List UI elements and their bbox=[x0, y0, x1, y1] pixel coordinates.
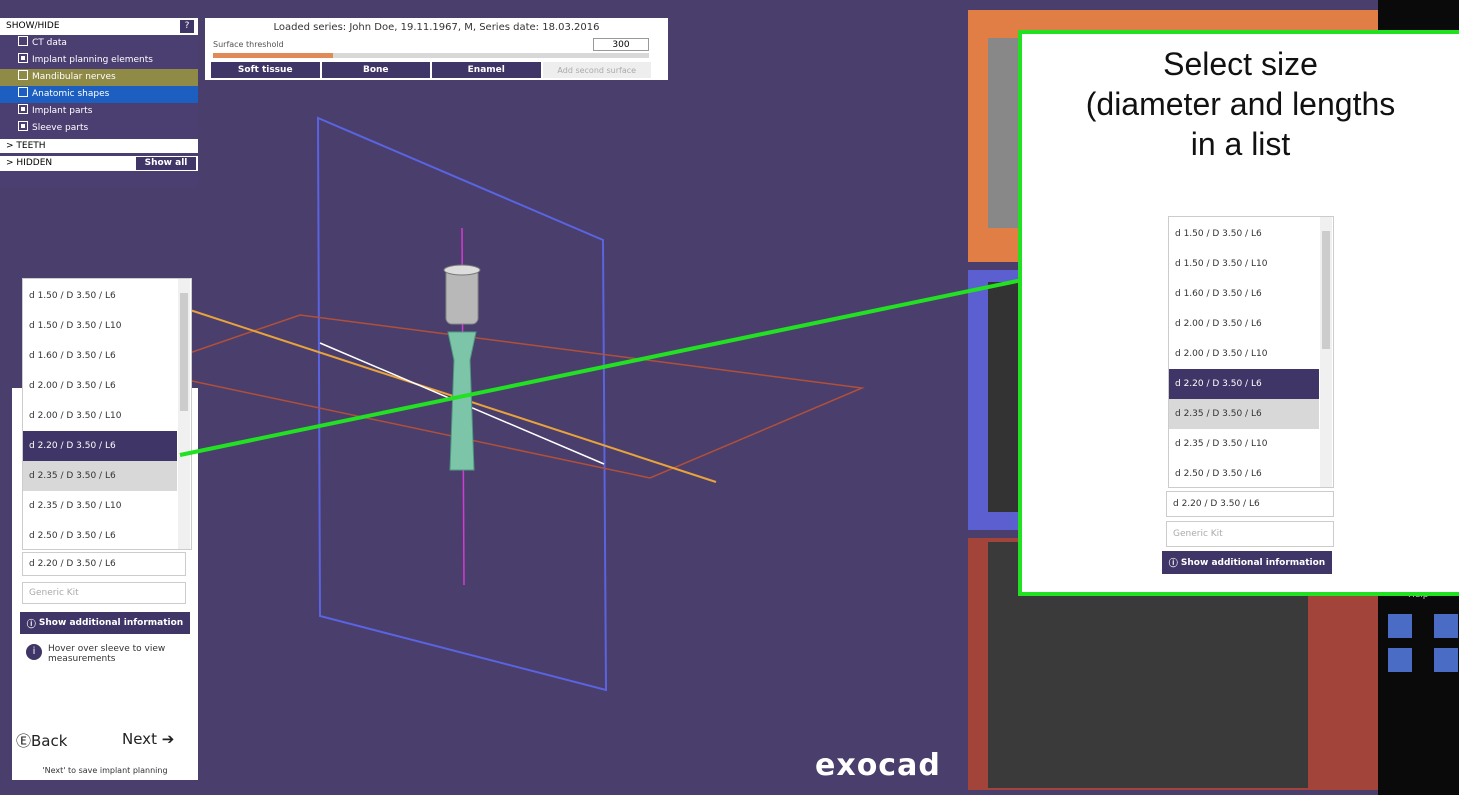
list-option[interactable]: d 1.60 / D 3.50 / L6 bbox=[1175, 289, 1262, 299]
tree-label: Sleeve parts bbox=[32, 123, 89, 133]
tree-row[interactable]: CT data bbox=[0, 35, 198, 52]
hidden-row[interactable]: > HIDDEN Show all bbox=[0, 156, 198, 171]
checkbox[interactable] bbox=[18, 87, 28, 97]
hidden-text: HIDDEN bbox=[16, 158, 53, 168]
layout-icon[interactable] bbox=[1434, 614, 1458, 638]
tree-row[interactable]: Anatomic shapes bbox=[0, 86, 198, 103]
tree-row[interactable]: Sleeve parts bbox=[0, 120, 198, 137]
threshold-label: Surface threshold bbox=[213, 40, 284, 49]
scrollbar[interactable] bbox=[1320, 217, 1332, 487]
next-button[interactable]: Next ➔ bbox=[122, 730, 175, 748]
list-option[interactable]: d 2.35 / D 3.50 / L10 bbox=[29, 501, 122, 511]
plane-red bbox=[137, 314, 865, 479]
list-option[interactable]: d 2.00 / D 3.50 / L10 bbox=[29, 411, 122, 421]
header-text: SHOW/HIDE bbox=[6, 21, 60, 31]
checkbox[interactable] bbox=[18, 121, 28, 131]
back-text: Back bbox=[31, 732, 68, 750]
list-option[interactable]: d 2.50 / D 3.50 / L6 bbox=[29, 531, 116, 541]
list-option[interactable]: d 2.00 / D 3.50 / L6 bbox=[29, 381, 116, 391]
list-option[interactable]: d 1.50 / D 3.50 / L6 bbox=[1175, 229, 1262, 239]
show-hide-panel: SHOW/HIDE ? CT data Implant planning elem… bbox=[0, 18, 198, 188]
series-panel: Loaded series: John Doe, 19.11.1967, M, … bbox=[205, 18, 668, 80]
list-option[interactable]: d 2.35 / D 3.50 / L6 bbox=[1169, 399, 1319, 429]
threshold-fill bbox=[213, 53, 333, 58]
list-option[interactable]: d 1.50 / D 3.50 / L10 bbox=[29, 321, 122, 331]
list-option[interactable]: d 2.50 / D 3.50 / L6 bbox=[1175, 469, 1262, 479]
callout-text: Select size (diameter and lengths in a lis… bbox=[1022, 44, 1459, 164]
callout-line: (diameter and lengths bbox=[1085, 86, 1396, 122]
scrollbar[interactable] bbox=[178, 279, 190, 549]
surface-buttons: Soft tissue Bone Enamel Add second surface bbox=[211, 62, 651, 78]
list-items: d 1.50 / D 3.50 / L6 d 1.50 / D 3.50 / L1… bbox=[1169, 219, 1319, 489]
implant-sleeve bbox=[445, 267, 479, 325]
kit-text: Generic Kit bbox=[1173, 529, 1223, 539]
list-option[interactable]: d 1.50 / D 3.50 / L6 bbox=[29, 291, 116, 301]
teeth-text: TEETH bbox=[16, 141, 46, 151]
checkbox[interactable] bbox=[18, 53, 28, 63]
scroll-thumb[interactable] bbox=[180, 293, 188, 411]
callout-line: in a list bbox=[1190, 126, 1291, 162]
hint: Hover over sleeve to view measurements bbox=[48, 644, 166, 664]
implant-top bbox=[443, 264, 481, 276]
list-option[interactable]: d 2.35 / D 3.50 / L10 bbox=[1175, 439, 1268, 449]
series-title: Loaded series: John Doe, 19.11.1967, M, … bbox=[273, 22, 600, 33]
size-dropdown-zoom[interactable]: d 2.20 / D 3.50 / L6 bbox=[1166, 491, 1334, 517]
info-button-zoom[interactable]: ⓘ Show additional information bbox=[1162, 551, 1332, 574]
size-list: d 1.50 / D 3.50 / L6 d 1.50 / D 3.50 / L1… bbox=[22, 278, 192, 550]
kit-text: Generic Kit bbox=[29, 588, 79, 598]
logo: exocad bbox=[815, 748, 941, 783]
list-option[interactable]: d 2.35 / D 3.50 / L6 bbox=[23, 461, 177, 491]
surface-button[interactable]: Bone bbox=[321, 62, 430, 78]
caption: 'Next' to save implant planning bbox=[42, 766, 168, 775]
kit-dropdown-zoom[interactable]: Generic Kit bbox=[1166, 521, 1334, 547]
tree-label: Anatomic shapes bbox=[32, 89, 110, 99]
layout-icon[interactable] bbox=[1388, 614, 1412, 638]
next-text: Next bbox=[122, 730, 157, 748]
tree-row[interactable]: Implant parts bbox=[0, 103, 198, 120]
threshold-track[interactable] bbox=[213, 53, 649, 58]
tree-row[interactable]: Implant planning elements bbox=[0, 52, 198, 69]
list-option[interactable]: d 2.00 / D 3.50 / L10 bbox=[1175, 349, 1268, 359]
back-button[interactable]: ⒺBack bbox=[16, 732, 68, 750]
checkbox[interactable] bbox=[18, 36, 28, 46]
size-dropdown[interactable]: d 2.20 / D 3.50 / L6 bbox=[22, 552, 186, 576]
list-option[interactable]: d 2.20 / D 3.50 / L6 bbox=[1169, 369, 1319, 399]
list-option[interactable]: d 2.20 / D 3.50 / L6 bbox=[23, 431, 177, 461]
show-all-button[interactable]: Show all bbox=[136, 157, 196, 170]
layout-icon[interactable] bbox=[1388, 648, 1412, 672]
list-option[interactable]: d 2.00 / D 3.50 / L6 bbox=[1175, 319, 1262, 329]
kit-dropdown[interactable]: Generic Kit bbox=[22, 582, 186, 604]
dropdown-text: d 2.20 / D 3.50 / L6 bbox=[1173, 499, 1260, 509]
callout-line: Select size bbox=[1163, 46, 1318, 82]
tree-label: Implant planning elements bbox=[32, 55, 153, 65]
tree-label: CT data bbox=[32, 38, 67, 48]
list-option[interactable]: d 1.50 / D 3.50 / L10 bbox=[1175, 259, 1268, 269]
info-text: Show additional information bbox=[1180, 557, 1326, 568]
checkbox[interactable] bbox=[18, 70, 28, 80]
threshold-value[interactable]: 300 bbox=[593, 38, 649, 51]
help-button[interactable]: ? bbox=[180, 20, 194, 33]
scroll-thumb[interactable] bbox=[1322, 231, 1330, 349]
surface-button[interactable]: Add second surface bbox=[542, 62, 651, 78]
tree-row[interactable]: Mandibular nerves bbox=[0, 69, 198, 86]
tree: CT data Implant planning elements Mandibul… bbox=[0, 35, 198, 137]
show-hide-header[interactable]: SHOW/HIDE ? bbox=[0, 18, 198, 35]
tree-label: Mandibular nerves bbox=[32, 72, 116, 82]
layout-icon[interactable] bbox=[1434, 648, 1458, 672]
surface-button[interactable]: Enamel bbox=[432, 62, 541, 78]
size-list-zoom: d 1.50 / D 3.50 / L6 d 1.50 / D 3.50 / L1… bbox=[1168, 216, 1334, 488]
surface-button[interactable]: Soft tissue bbox=[211, 62, 320, 78]
tree-label: Implant parts bbox=[32, 106, 93, 116]
implant-body bbox=[447, 331, 477, 471]
dropdown-text: d 2.20 / D 3.50 / L6 bbox=[29, 559, 116, 569]
list-items: d 1.50 / D 3.50 / L6 d 1.50 / D 3.50 / L1… bbox=[23, 281, 177, 551]
info-text: Show additional information bbox=[38, 618, 184, 628]
info-button[interactable]: ⓘ Show additional information bbox=[20, 612, 190, 634]
hint-icon: i bbox=[26, 644, 42, 660]
list-option[interactable]: d 1.60 / D 3.50 / L6 bbox=[29, 351, 116, 361]
teeth-row[interactable]: > TEETH bbox=[0, 139, 198, 153]
checkbox[interactable] bbox=[18, 104, 28, 114]
